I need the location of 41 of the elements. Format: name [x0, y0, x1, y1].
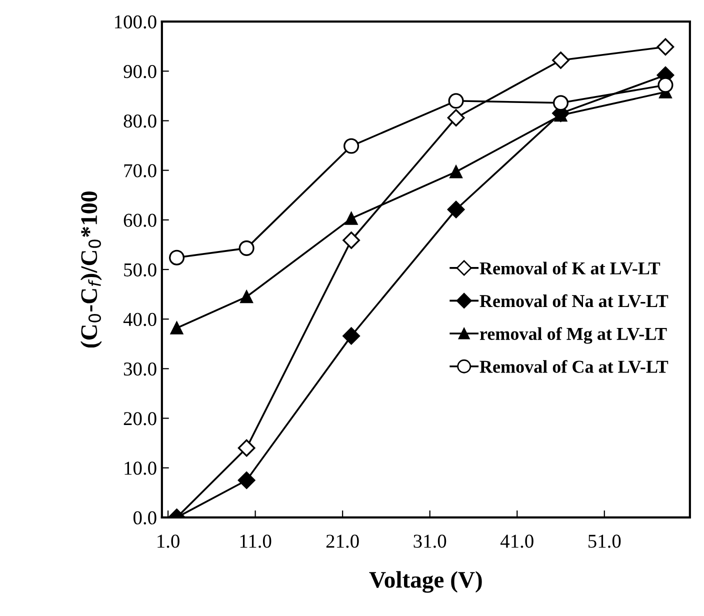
- point: [240, 290, 253, 304]
- legend-label: Removal of K at LV-LT: [480, 262, 660, 275]
- point: [448, 93, 464, 109]
- y-tick-label: 40.0: [123, 312, 156, 326]
- legend-label: Removal of Ca at LV-LT: [480, 360, 668, 373]
- y-tick-label: 20.0: [124, 412, 156, 426]
- y-tick-label: 60.0: [124, 214, 156, 227]
- y-tick-label: 70.0: [124, 164, 156, 178]
- y-axis-title: (C$_{0}$-C$_{f}$)/C$_{0}$*100: [80, 192, 102, 348]
- point: [447, 109, 465, 126]
- point: [552, 52, 570, 69]
- point: [238, 240, 254, 256]
- point: [238, 472, 256, 489]
- x-tick-label: 1.0: [158, 534, 180, 548]
- y-tick-label: 90.0: [124, 64, 156, 78]
- x-tick-label: 31.0: [414, 534, 446, 548]
- point: [344, 138, 360, 154]
- y-tick-label: 50.0: [124, 263, 156, 277]
- point: [658, 77, 674, 93]
- x-tick-label: 11.0: [240, 534, 272, 548]
- point: [342, 232, 360, 249]
- point: [344, 212, 358, 225]
- point: [447, 200, 465, 218]
- point: [450, 165, 462, 178]
- legend-label: Removal of Na at LV-LT: [480, 294, 668, 308]
- point: [168, 250, 185, 266]
- x-tick-label: 21.0: [326, 534, 359, 548]
- point: [552, 95, 569, 111]
- x-axis-title: Voltage (V): [369, 571, 482, 593]
- point: [656, 38, 674, 56]
- y-tick-label: 0.0: [133, 511, 156, 524]
- y-tick-label: 30.0: [124, 362, 156, 376]
- point: [238, 439, 256, 457]
- y-tick-label: 80.0: [124, 114, 156, 128]
- x-tick-label: 41.0: [500, 534, 534, 548]
- y-tick-label: 100.0: [115, 15, 156, 29]
- point: [170, 322, 184, 334]
- legend-label: removal of Mg at LV-LT: [480, 327, 667, 344]
- point: [342, 327, 360, 345]
- y-tick-label: 10.0: [124, 462, 156, 475]
- x-tick-label: 51.0: [588, 534, 621, 548]
